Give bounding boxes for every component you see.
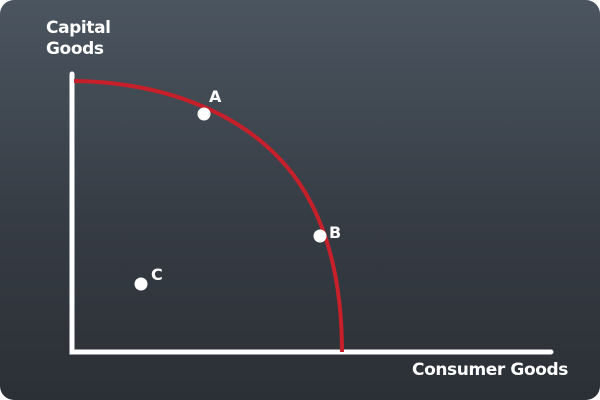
point-b — [313, 229, 327, 243]
point-b-label: B — [329, 223, 342, 242]
ppf-curve — [73, 79, 344, 353]
point-a — [197, 107, 211, 121]
y-axis-label-line2: Goods — [46, 39, 104, 59]
y-axis-label: Capital Goods — [46, 18, 111, 60]
y-axis-label-line1: Capital — [46, 18, 111, 38]
point-c-label: C — [151, 265, 163, 284]
x-axis-label: Consumer Goods — [412, 360, 569, 380]
point-c — [134, 277, 148, 291]
point-a-label: A — [209, 87, 222, 106]
axes-lines — [69, 71, 554, 355]
